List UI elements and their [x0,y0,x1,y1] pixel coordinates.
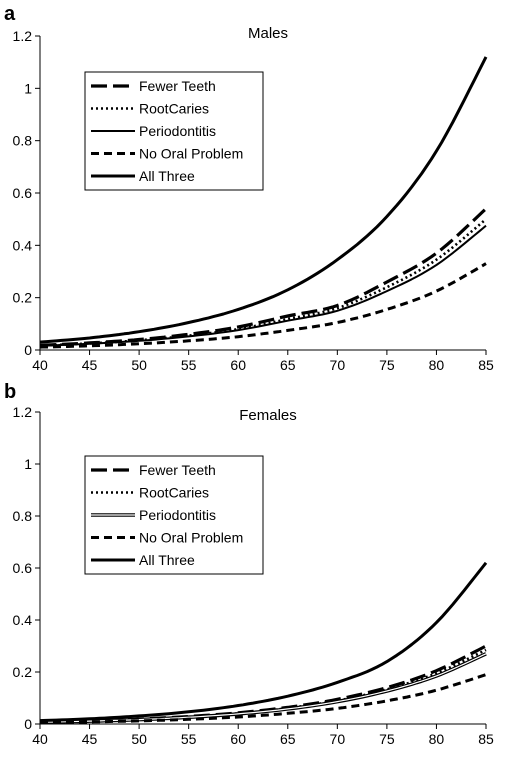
panel-letter: a [4,3,16,25]
series-line-no-oral-problem [40,673,487,725]
y-tick-label: 0.6 [13,185,33,201]
x-tick-label: 60 [230,731,246,747]
x-tick-label: 55 [181,731,197,747]
chart-title: Males [248,25,288,42]
legend-label-all-three: All Three [139,552,195,568]
x-tick-label: 45 [82,357,98,373]
legend-label-periodontitis: Periodontitis [139,507,216,523]
y-tick-label: 0 [24,716,32,732]
legend-label-all-three: All Three [139,168,195,184]
y-tick-label: 0.4 [13,237,33,253]
series-line-all-three [39,56,488,344]
x-tick-label: 80 [429,357,445,373]
y-tick-label: 1.2 [13,28,33,44]
legend-label-rootcaries: RootCaries [139,101,209,117]
y-tick-label: 0.2 [13,290,33,306]
legend-label-no-oral-problem: No Oral Problem [139,146,243,162]
chart-title: Females [239,407,297,424]
y-tick-label: 1 [24,456,32,472]
x-tick-label: 70 [330,357,346,373]
series-line-periodontitis [39,224,487,347]
x-tick-label: 55 [181,357,197,373]
legend-label-periodontitis: Periodontitis [139,123,216,139]
y-tick-label: 0 [24,342,32,358]
series-line-inner-periodontitis [39,653,487,723]
x-tick-label: 85 [478,357,494,373]
legend-label-fewer-teeth: Fewer Teeth [139,462,216,478]
series-line-rootcaries [39,218,487,347]
x-tick-label: 45 [82,731,98,747]
chart-panel-b: b Females 0 0.2 0.4 0.6 0.8 1 1.2 40 45 50 55 60 65 70 7… [4,381,494,747]
series-line-rootcaries [40,648,487,724]
x-tick-label: 75 [379,731,395,747]
chart-panel-a: a Males 0 0.2 0.4 0.6 0.8 1 1.2 40 45 50 55 60 65 70 75 8… [4,3,494,373]
legend: Fewer Teeth RootCaries Periodontitis No Ora… [84,455,264,575]
x-tick-label: 70 [330,731,346,747]
legend-label-rootcaries: RootCaries [139,485,209,501]
y-tick-label: 1.2 [13,404,33,420]
x-tick-label: 65 [280,731,296,747]
y-tick-label: 0.8 [13,508,33,524]
legend-label-no-oral-problem: No Oral Problem [139,530,243,546]
legend-label-fewer-teeth: Fewer Teeth [139,78,216,94]
x-tick-label: 80 [429,731,445,747]
y-tick-label: 0.8 [13,133,33,149]
x-tick-label: 60 [230,357,246,373]
x-tick-label: 75 [379,357,395,373]
y-tick-label: 1 [24,80,32,96]
series-line-no-oral-problem [39,262,487,349]
x-tick-label: 85 [478,731,494,747]
x-tick-label: 65 [280,357,296,373]
x-tick-label: 40 [32,357,48,373]
x-tick-label: 50 [131,357,147,373]
x-tick-label: 50 [131,731,147,747]
series-line-all-three [39,561,488,723]
y-tick-label: 0.4 [13,612,33,628]
panel-letter: b [4,381,16,403]
x-tick-label: 40 [32,731,48,747]
y-tick-label: 0.2 [13,664,33,680]
legend: Fewer Teeth RootCaries Periodontitis No Ora… [84,71,264,191]
y-tick-label: 0.6 [13,560,33,576]
